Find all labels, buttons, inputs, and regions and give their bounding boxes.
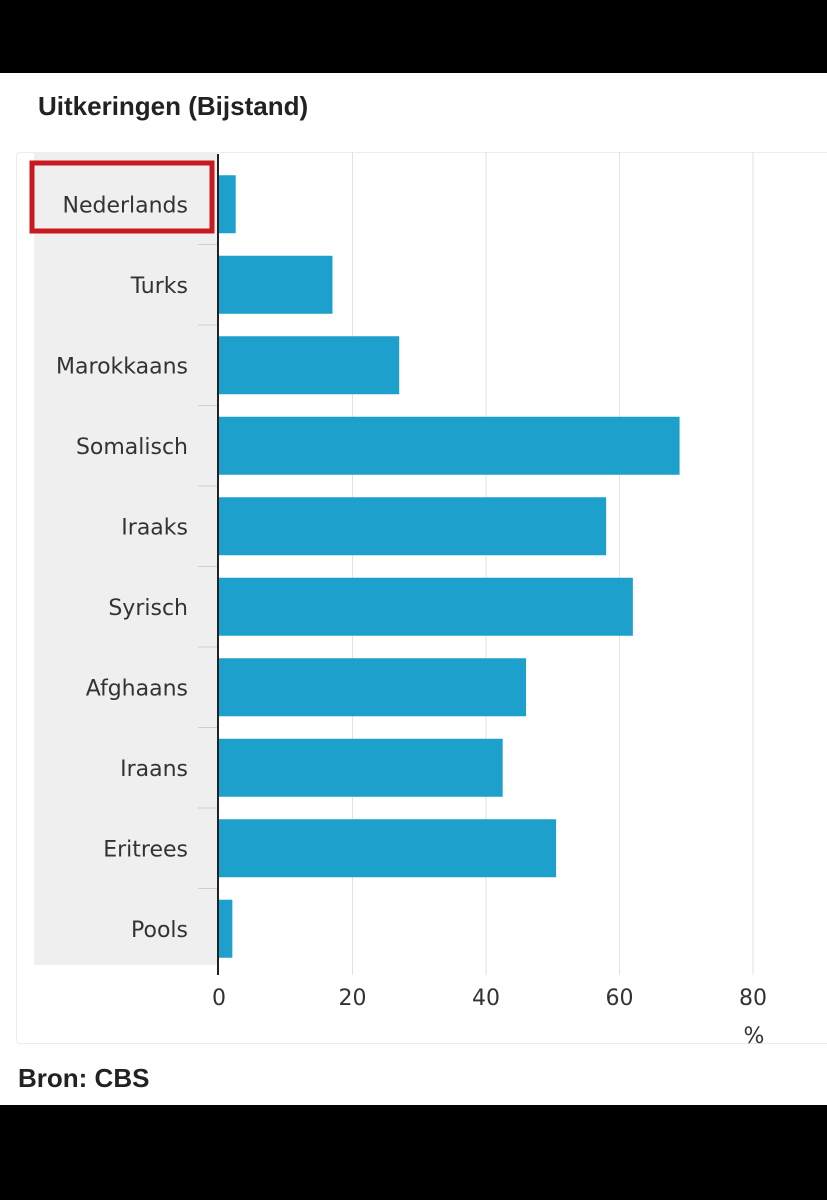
source-note: Bron: CBS: [18, 1063, 150, 1093]
category-label: Somalisch: [76, 435, 188, 460]
category-label-column: [34, 152, 218, 965]
x-tick-label: 60: [606, 986, 634, 1011]
category-label: Marokkaans: [56, 354, 188, 379]
bar: [219, 255, 333, 314]
chart-panel: Uitkeringen (Bijstand) Nederlands Turks Ma…: [0, 73, 827, 1105]
category-label: Eritrees: [103, 837, 188, 862]
bar-chart: Nederlands Turks Marokkaans Somalisch Iraaks…: [29, 152, 767, 1049]
category-label: Iraaks: [121, 515, 188, 540]
category-label: Syrisch: [108, 596, 188, 621]
category-label: Iraans: [120, 757, 188, 782]
bar: [219, 899, 233, 958]
bar: [219, 175, 236, 234]
category-label: Nederlands: [62, 193, 188, 218]
bar: [219, 577, 633, 636]
x-tick-label: 80: [739, 986, 767, 1011]
bar: [219, 416, 680, 475]
category-label: Afghaans: [86, 676, 188, 701]
bar: [219, 658, 527, 717]
x-axis-unit-label: %: [744, 1024, 765, 1049]
category-label: Pools: [131, 918, 188, 943]
x-tick-label: 0: [212, 986, 226, 1011]
x-tick-label: 20: [339, 986, 367, 1011]
highlight-box: [29, 160, 215, 234]
category-label: Turks: [130, 274, 188, 299]
bar: [219, 336, 400, 395]
x-tick-label: 40: [472, 986, 500, 1011]
bar: [219, 738, 503, 797]
bar: [219, 497, 607, 556]
chart-title: Uitkeringen (Bijstand): [38, 91, 309, 121]
bar: [219, 819, 557, 878]
